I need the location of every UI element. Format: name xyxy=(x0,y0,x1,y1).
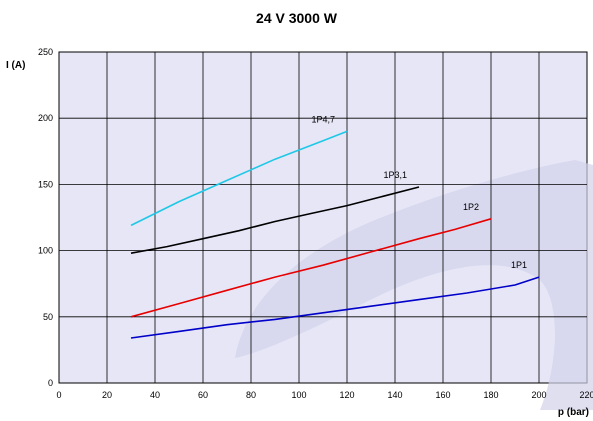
series-label: 1P4,7 xyxy=(311,114,335,124)
x-tick-label: 60 xyxy=(198,390,208,400)
y-tick-label: 150 xyxy=(38,179,53,189)
y-tick-label: 0 xyxy=(48,378,53,388)
series-label: 1P3,1 xyxy=(383,170,407,180)
y-tick-label: 250 xyxy=(38,47,53,57)
y-tick-label: 100 xyxy=(38,246,53,256)
x-tick-label: 180 xyxy=(483,390,498,400)
series-line-1 xyxy=(130,186,420,254)
x-tick-label: 40 xyxy=(150,390,160,400)
chart-title: 24 V 3000 W xyxy=(256,10,337,26)
x-tick-label: 220 xyxy=(579,390,593,400)
series-label: 1P1 xyxy=(511,260,527,270)
series-line-2 xyxy=(130,218,492,318)
series-line-0 xyxy=(130,130,348,227)
series-label: 1P2 xyxy=(463,202,479,212)
watermark-swoosh xyxy=(235,160,593,410)
x-tick-label: 200 xyxy=(531,390,546,400)
series-line-3 xyxy=(130,276,540,339)
x-tick-label: 20 xyxy=(102,390,112,400)
y-tick-label: 200 xyxy=(38,113,53,123)
y-axis-label: I (A) xyxy=(6,60,25,71)
x-tick-label: 140 xyxy=(387,390,402,400)
x-tick-label: 0 xyxy=(56,390,61,400)
x-axis-label: p (bar) xyxy=(558,407,589,418)
x-tick-label: 100 xyxy=(291,390,306,400)
x-tick-label: 120 xyxy=(339,390,354,400)
x-tick-label: 80 xyxy=(246,390,256,400)
tick-labels: 0 20 40 60 80 100 120 140 160 180 200 220 0 50 100 150 2… xyxy=(38,47,593,400)
series-lines: 1P4,7 1P3,1 1P2 1P1 xyxy=(130,114,540,339)
x-tick-label: 160 xyxy=(435,390,450,400)
y-tick-label: 50 xyxy=(43,312,53,322)
